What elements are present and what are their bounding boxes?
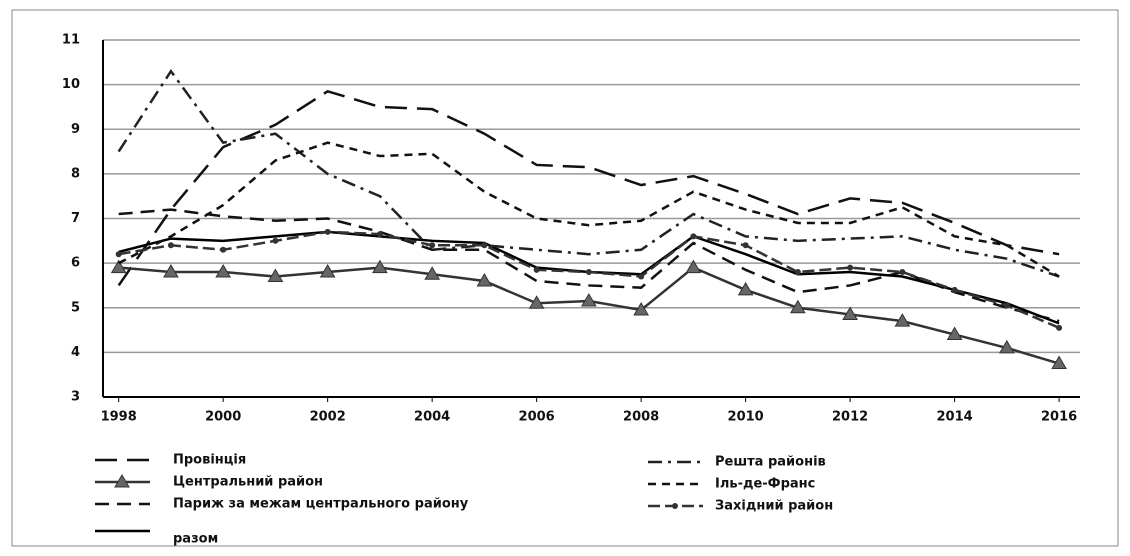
- marker: [376, 231, 383, 238]
- legend-label: разом: [173, 532, 218, 547]
- marker: [476, 272, 493, 287]
- marker: [638, 273, 645, 280]
- marker: [528, 295, 545, 309]
- marker: [633, 301, 650, 316]
- y-tick-label: 3: [71, 390, 80, 405]
- marker: [324, 228, 331, 235]
- marker: [951, 286, 958, 293]
- legend-label: Решта районів: [715, 455, 826, 470]
- x-tick-label: 2012: [832, 410, 868, 425]
- marker: [267, 268, 284, 283]
- legend-label: Провінція: [173, 453, 246, 468]
- marker: [998, 339, 1015, 354]
- marker: [167, 242, 174, 249]
- x-tick-label: 2004: [414, 410, 450, 425]
- y-tick-label: 9: [71, 122, 80, 137]
- marker: [894, 313, 911, 327]
- x-tick-label: 2006: [519, 410, 555, 425]
- marker: [581, 293, 597, 307]
- y-tick-label: 6: [71, 256, 80, 271]
- marker: [794, 269, 801, 276]
- marker: [842, 306, 858, 320]
- x-tick-label: 2010: [728, 410, 764, 425]
- y-tick-label: 10: [62, 77, 80, 92]
- marker: [742, 242, 749, 249]
- x-tick-label: 2002: [310, 410, 346, 425]
- legend-label: Париж за межам центрального району: [173, 497, 469, 512]
- marker: [319, 264, 336, 278]
- x-tick-label: 2016: [1041, 410, 1077, 425]
- marker: [790, 299, 806, 314]
- marker: [429, 242, 436, 249]
- marker: [1056, 324, 1063, 331]
- marker: [272, 237, 279, 244]
- marker: [424, 266, 441, 280]
- x-tick-label: 2014: [937, 410, 973, 425]
- marker: [1003, 302, 1010, 309]
- series-line: [117, 69, 1060, 278]
- legend-label: Іль-де-Франс: [715, 477, 815, 492]
- marker: [372, 259, 388, 274]
- y-tick-label: 11: [62, 33, 80, 48]
- legend-label: Західний район: [715, 499, 833, 514]
- marker: [481, 242, 488, 249]
- marker: [163, 264, 179, 278]
- marker: [215, 264, 232, 278]
- y-tick-label: 5: [71, 300, 80, 315]
- series-line: [118, 266, 1060, 365]
- marker: [946, 326, 963, 341]
- legend-marker: [114, 474, 130, 488]
- legend-label: Центральний район: [173, 475, 323, 490]
- marker: [737, 281, 754, 296]
- y-tick-label: 4: [71, 345, 80, 360]
- marker: [533, 266, 540, 273]
- marker: [1051, 355, 1067, 370]
- series-line: [117, 89, 1060, 287]
- x-tick-label: 1998: [101, 410, 137, 425]
- marker: [685, 259, 702, 274]
- marker: [110, 259, 127, 274]
- y-tick-label: 7: [71, 211, 80, 226]
- legend-marker: [672, 503, 678, 509]
- marker: [847, 264, 854, 271]
- marker: [690, 233, 697, 240]
- marker: [220, 246, 227, 253]
- marker: [115, 251, 122, 258]
- series-line: [118, 141, 1060, 278]
- y-tick-label: 8: [71, 166, 80, 181]
- marker: [899, 269, 906, 276]
- marker: [585, 269, 592, 276]
- frame: [11, 9, 1119, 547]
- x-tick-label: 2008: [623, 410, 659, 425]
- x-tick-label: 2000: [205, 410, 241, 425]
